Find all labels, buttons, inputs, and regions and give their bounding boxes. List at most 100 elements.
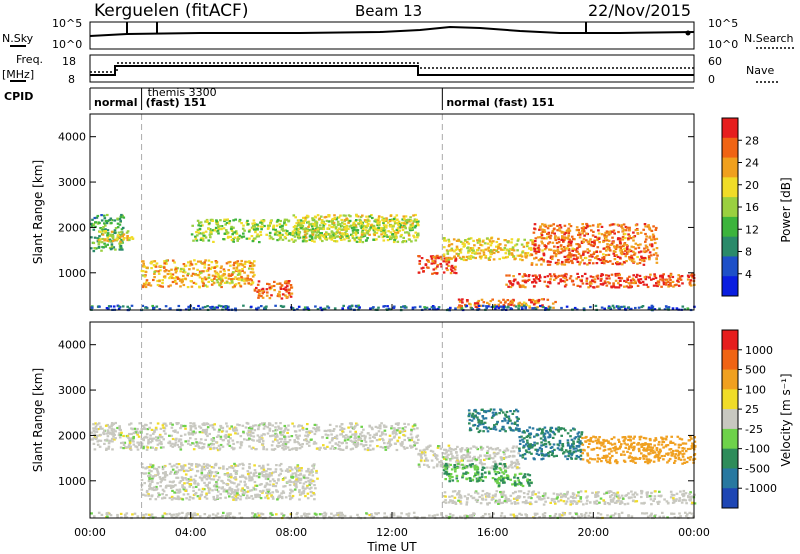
- data-cell: [268, 231, 272, 234]
- data-cell: [393, 216, 397, 219]
- data-cell: [257, 280, 261, 283]
- data-cell: [165, 424, 168, 427]
- data-cell: [461, 301, 464, 304]
- data-cell: [223, 473, 227, 476]
- data-cell: [447, 261, 451, 264]
- data-cell: [645, 275, 648, 278]
- data-cell: [94, 422, 97, 425]
- data-cell: [92, 427, 95, 430]
- data-cell: [318, 234, 322, 237]
- data-cell: [157, 270, 160, 273]
- data-cell: [103, 222, 106, 225]
- data-cell: [382, 239, 386, 242]
- data-cell: [507, 252, 511, 255]
- data-cell: [235, 429, 239, 432]
- data-cell: [432, 268, 436, 271]
- data-cell: [259, 221, 262, 224]
- data-cell: [354, 425, 357, 428]
- data-cell: [404, 426, 407, 429]
- data-cell: [323, 429, 327, 432]
- data-cell: [424, 457, 428, 460]
- data-cell: [411, 308, 415, 311]
- data-cell: [271, 237, 275, 241]
- data-cell: [593, 251, 596, 254]
- data-cell: [187, 479, 191, 482]
- data-cell: [258, 472, 261, 475]
- data-cell: [100, 214, 103, 217]
- data-cell: [324, 235, 327, 239]
- data-cell: [630, 256, 634, 259]
- data-cell: [156, 283, 160, 287]
- data-cell: [212, 498, 216, 501]
- data-cell: [299, 473, 303, 476]
- data-cell: [611, 236, 614, 239]
- data-cell: [383, 442, 386, 445]
- data-cell: [196, 260, 200, 263]
- data-cell: [256, 434, 260, 437]
- data-cell: [354, 232, 358, 235]
- data-cell: [148, 282, 151, 285]
- data-cell: [127, 445, 130, 449]
- data-cell: [245, 497, 248, 500]
- data-cell: [94, 221, 97, 224]
- data-cell: [222, 238, 225, 241]
- data-cell: [275, 490, 279, 493]
- data-cell: [338, 231, 341, 234]
- data-cell: [164, 269, 168, 272]
- data-cell: [223, 281, 227, 284]
- data-cell: [548, 273, 552, 276]
- data-cell: [554, 235, 557, 238]
- data-cell: [271, 484, 275, 488]
- data-cell: [193, 493, 197, 496]
- data-cell: [392, 306, 396, 309]
- data-cell: [204, 484, 208, 487]
- data-cell: [190, 233, 194, 236]
- data-cell: [405, 221, 409, 224]
- data-cell: [567, 242, 571, 245]
- data-cell: [366, 232, 369, 235]
- data-cell: [207, 267, 211, 270]
- data-cell: [247, 438, 250, 441]
- data-cell: [298, 224, 302, 227]
- data-cell: [144, 467, 147, 470]
- data-cell: [272, 226, 275, 229]
- data-cell: [343, 238, 346, 241]
- data-cell: [153, 429, 156, 432]
- data-cell: [298, 443, 302, 446]
- data-cell: [114, 238, 117, 242]
- data-cell: [253, 225, 256, 228]
- data-cell: [213, 308, 216, 311]
- data-cell: [290, 474, 293, 477]
- data-cell: [253, 237, 256, 240]
- data-cell: [471, 465, 474, 468]
- data-cell: [413, 423, 417, 426]
- data-cell: [216, 471, 220, 475]
- data-cell: [385, 308, 389, 311]
- data-cell: [538, 236, 542, 239]
- data-cell: [219, 426, 223, 429]
- data-cell: [297, 219, 301, 222]
- data-cell: [356, 229, 360, 232]
- data-cell: [479, 458, 482, 462]
- data-cell: [468, 237, 471, 240]
- data-cell: [609, 307, 612, 310]
- data-cell: [324, 215, 328, 219]
- data-cell: [163, 465, 166, 468]
- data-cell: [621, 263, 624, 266]
- data-cell: [284, 288, 287, 292]
- data-cell: [378, 438, 381, 441]
- data-cell: [244, 426, 248, 429]
- data-cell: [420, 451, 424, 454]
- data-cell: [550, 231, 554, 234]
- data-cell: [284, 294, 287, 297]
- data-cell: [411, 425, 415, 428]
- data-cell: [151, 464, 155, 467]
- data-cell: [222, 465, 225, 468]
- data-cell: [616, 246, 619, 249]
- data-cell: [156, 471, 160, 474]
- data-cell: [279, 234, 283, 237]
- data-cell: [543, 248, 547, 251]
- data-cell: [531, 239, 534, 242]
- data-cell: [188, 485, 192, 488]
- data-cell: [330, 433, 333, 436]
